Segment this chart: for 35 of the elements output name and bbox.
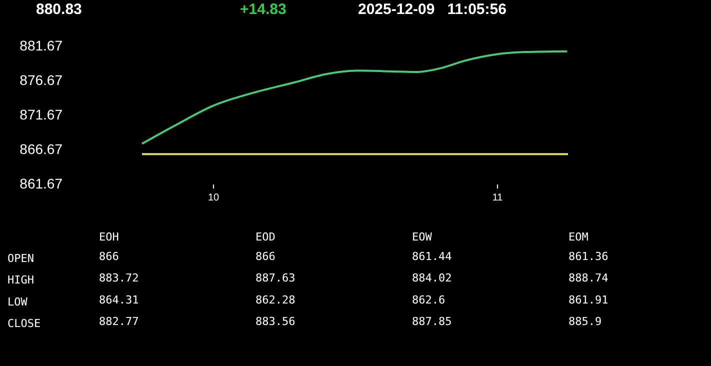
y-tick-label: HIGH <box>8 274 34 287</box>
text: 2025-12-09 11:05:56 <box>358 1 506 18</box>
x-tick-label: 11 <box>492 192 504 204</box>
y-tick-label: LOW <box>8 295 28 308</box>
x-tick-label: EOH <box>99 230 119 244</box>
line-series <box>141 50 568 145</box>
x-tick-label: EOM <box>568 230 589 244</box>
data-label: 866 <box>99 250 119 263</box>
data-label: 882.77 <box>99 315 139 328</box>
data-label: 883.72 <box>99 272 139 285</box>
data-label: 887.85 <box>412 315 452 328</box>
data-label: 887.63 <box>256 272 296 285</box>
y-tick-label: 881.67 <box>20 38 63 54</box>
data-label: 883.56 <box>256 315 296 328</box>
chart-subtitle: +14.83 <box>240 1 286 18</box>
y-tick-label: 871.67 <box>20 106 63 122</box>
y-tick-label: 876.67 <box>20 72 63 88</box>
x-tick-label: EOW <box>412 230 432 244</box>
data-label: 861.44 <box>412 250 452 263</box>
data-label: 884.02 <box>412 272 452 285</box>
x-tick-label: EOD <box>256 230 276 244</box>
y-tick-label: 861.67 <box>20 176 63 192</box>
y-tick-label: 866.67 <box>20 141 63 157</box>
data-label: 864.31 <box>99 293 139 306</box>
data-label: 861.36 <box>568 250 608 263</box>
data-label: 861.91 <box>568 293 608 306</box>
y-tick-label: OPEN <box>8 252 34 265</box>
chart-title: 880.83 <box>36 1 82 18</box>
data-label: 862.28 <box>256 293 296 306</box>
data-label: 888.74 <box>568 272 609 285</box>
data-label: 866 <box>256 250 276 263</box>
data-label: 885.9 <box>568 315 602 328</box>
data-label: 862.6 <box>412 293 446 306</box>
y-tick-label: CLOSE <box>8 317 41 330</box>
x-tick-label: 10 <box>208 192 220 204</box>
